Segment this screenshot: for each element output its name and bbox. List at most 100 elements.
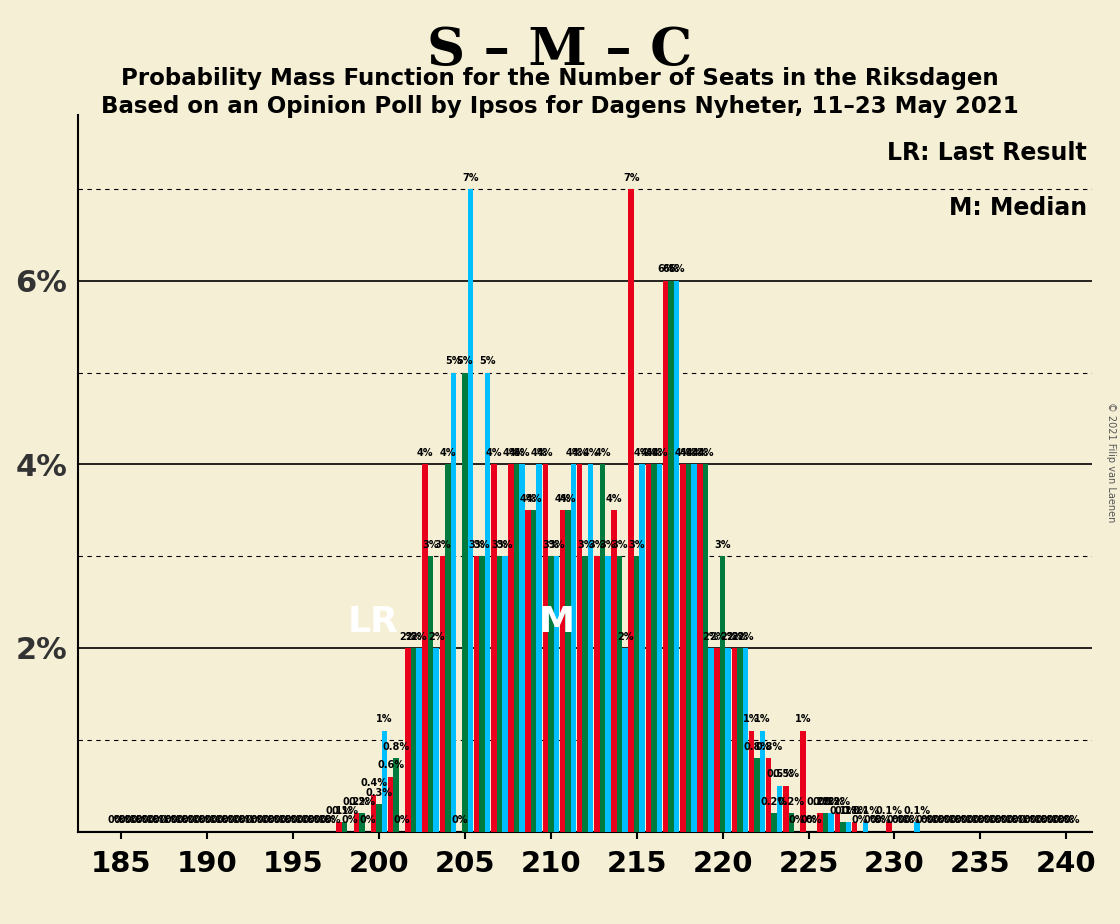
- Text: 0%: 0%: [165, 815, 181, 825]
- Bar: [726, 648, 731, 832]
- Text: 0%: 0%: [852, 815, 868, 825]
- Bar: [571, 465, 577, 832]
- Text: 0.2%: 0.2%: [343, 796, 370, 807]
- Text: 4%: 4%: [685, 448, 702, 458]
- Text: 0%: 0%: [393, 815, 410, 825]
- Text: 0%: 0%: [319, 815, 336, 825]
- Bar: [371, 795, 376, 832]
- Text: 0%: 0%: [1058, 815, 1074, 825]
- Text: 0.1%: 0.1%: [830, 806, 857, 816]
- Bar: [663, 281, 669, 832]
- Text: 2%: 2%: [617, 632, 633, 641]
- Text: 5%: 5%: [445, 356, 461, 366]
- Text: 6%: 6%: [657, 264, 674, 274]
- Bar: [640, 465, 645, 832]
- Bar: [450, 372, 456, 832]
- Text: 0%: 0%: [119, 815, 136, 825]
- Text: 0.2%: 0.2%: [806, 796, 833, 807]
- Text: 3%: 3%: [474, 540, 491, 550]
- Bar: [886, 822, 892, 832]
- Text: 2%: 2%: [731, 632, 748, 641]
- Text: 0%: 0%: [181, 815, 198, 825]
- Text: 3%: 3%: [542, 540, 559, 550]
- Text: 0%: 0%: [892, 815, 908, 825]
- Bar: [788, 813, 794, 832]
- Text: 4%: 4%: [692, 448, 708, 458]
- Text: 4%: 4%: [566, 448, 581, 458]
- Text: 2%: 2%: [726, 632, 743, 641]
- Text: LR: LR: [348, 605, 399, 638]
- Bar: [669, 281, 674, 832]
- Text: 4%: 4%: [680, 448, 697, 458]
- Bar: [474, 556, 479, 832]
- Text: 4%: 4%: [554, 493, 571, 504]
- Text: 0%: 0%: [136, 815, 152, 825]
- Bar: [737, 648, 743, 832]
- Bar: [468, 188, 473, 832]
- Bar: [759, 731, 765, 832]
- Text: 0%: 0%: [113, 815, 130, 825]
- Text: 0%: 0%: [199, 815, 215, 825]
- Bar: [577, 465, 582, 832]
- Text: 6%: 6%: [669, 264, 684, 274]
- Text: 0%: 0%: [211, 815, 227, 825]
- Text: 0%: 0%: [926, 815, 943, 825]
- Bar: [702, 465, 708, 832]
- Bar: [612, 510, 617, 832]
- Text: 1%: 1%: [754, 714, 771, 724]
- Text: 3%: 3%: [468, 540, 485, 550]
- Text: 0.5%: 0.5%: [766, 770, 793, 779]
- Text: 0%: 0%: [967, 815, 983, 825]
- Bar: [376, 804, 382, 832]
- Bar: [417, 648, 421, 832]
- Text: 1%: 1%: [744, 714, 759, 724]
- Bar: [445, 465, 450, 832]
- Text: 0.1%: 0.1%: [834, 806, 862, 816]
- Text: 0%: 0%: [1035, 815, 1052, 825]
- Bar: [496, 556, 502, 832]
- Text: 0%: 0%: [932, 815, 949, 825]
- Text: 5%: 5%: [457, 356, 473, 366]
- Text: 4%: 4%: [531, 448, 548, 458]
- Text: 0%: 0%: [302, 815, 318, 825]
- Text: 0%: 0%: [290, 815, 307, 825]
- Text: 0%: 0%: [1053, 815, 1068, 825]
- Text: 4%: 4%: [698, 448, 713, 458]
- Text: 0%: 0%: [279, 815, 296, 825]
- Bar: [743, 648, 748, 832]
- Text: 0.2%: 0.2%: [760, 796, 787, 807]
- Text: 4%: 4%: [514, 448, 530, 458]
- Text: 0%: 0%: [205, 815, 221, 825]
- Text: 0%: 0%: [251, 815, 267, 825]
- Bar: [623, 648, 628, 832]
- Text: 0%: 0%: [864, 815, 880, 825]
- Bar: [463, 372, 468, 832]
- Text: 0.1%: 0.1%: [852, 806, 879, 816]
- Text: 4%: 4%: [508, 448, 525, 458]
- Text: 3%: 3%: [496, 540, 513, 550]
- Bar: [651, 465, 656, 832]
- Bar: [599, 465, 605, 832]
- Text: 0%: 0%: [1064, 815, 1080, 825]
- Text: 0%: 0%: [915, 815, 932, 825]
- Bar: [536, 465, 542, 832]
- Text: 0%: 0%: [153, 815, 169, 825]
- Text: © 2021 Filip van Laenen: © 2021 Filip van Laenen: [1107, 402, 1116, 522]
- Text: 0%: 0%: [314, 815, 330, 825]
- Bar: [645, 465, 651, 832]
- Text: 0%: 0%: [233, 815, 250, 825]
- Text: 0.2%: 0.2%: [812, 796, 839, 807]
- Bar: [818, 813, 823, 832]
- Bar: [508, 465, 514, 832]
- Bar: [680, 465, 685, 832]
- Bar: [708, 648, 713, 832]
- Bar: [393, 759, 399, 832]
- Text: 2%: 2%: [709, 632, 726, 641]
- Text: 0%: 0%: [1029, 815, 1046, 825]
- Text: 2%: 2%: [411, 632, 427, 641]
- Text: 0%: 0%: [130, 815, 147, 825]
- Text: M: M: [539, 605, 575, 638]
- Text: 0%: 0%: [898, 815, 914, 825]
- Text: 0.8%: 0.8%: [744, 742, 771, 752]
- Text: 2%: 2%: [720, 632, 736, 641]
